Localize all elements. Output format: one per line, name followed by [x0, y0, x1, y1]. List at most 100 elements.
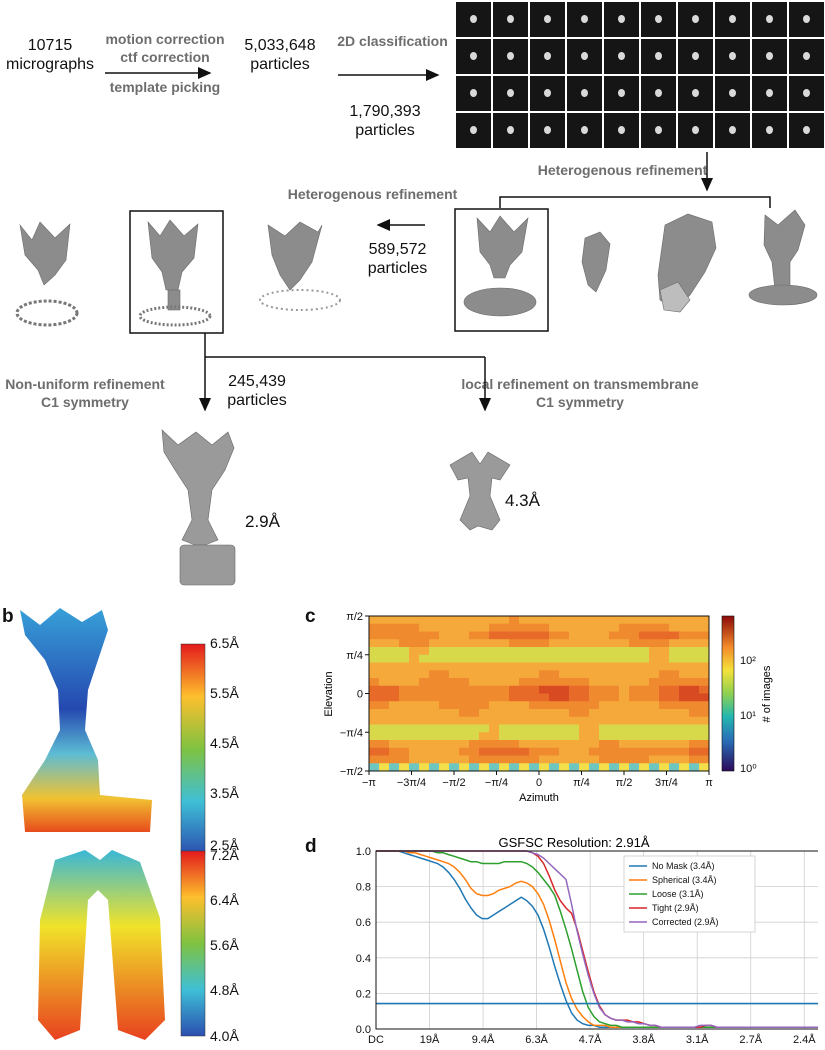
heatmap-cell — [569, 616, 580, 625]
heatmap-cell — [519, 763, 530, 772]
after-hetero-unit: particles — [367, 260, 428, 277]
fsc-yticks: 0.0 0.2 0.4 0.6 0.8 1.0 — [356, 846, 371, 1036]
heatmap-cell — [689, 740, 700, 749]
heatmap-cell — [479, 755, 490, 764]
heatmap-cell — [569, 678, 580, 687]
heatmap-cell — [489, 647, 500, 656]
heatmap-cell — [689, 647, 700, 656]
heatmap-cell — [469, 639, 480, 648]
heatmap-cell — [639, 647, 650, 656]
heatmap-cell — [419, 623, 430, 632]
heatmap-cell — [459, 724, 470, 733]
fsc-ytick-label: 0.6 — [356, 917, 371, 929]
heatmap-cell — [559, 709, 570, 718]
heatmap-xtick-label: 3π/4 — [655, 777, 678, 789]
micrographs-count: 10715 micrographs — [0, 36, 100, 74]
colorbar-tick-1e2: 10² — [740, 655, 756, 667]
heatmap-cell — [579, 670, 590, 679]
heatmap-cell — [589, 647, 600, 656]
heatmap-cell — [639, 747, 650, 756]
heatmap-cell — [419, 724, 430, 733]
heatmap-cell — [419, 631, 430, 640]
heatmap-cell — [509, 662, 520, 671]
heatmap-cell — [519, 623, 530, 632]
heatmap-cell — [479, 724, 490, 733]
heatmap-cell — [649, 662, 660, 671]
local-resolution-maps: 6.5Å 5.5Å 4.5Å 3.5Å 2.5Å 7.2Å 6.4Å 5.6Å … — [20, 608, 239, 1044]
heatmap-cell — [429, 639, 440, 648]
class-average-tile — [530, 113, 565, 148]
fsc-ytick-label: 1.0 — [356, 846, 371, 858]
heatmap-cell — [539, 631, 550, 640]
heatmap-cell — [509, 763, 520, 772]
heatmap-cell — [669, 716, 680, 725]
micrographs-number: 10715 — [27, 37, 73, 54]
heatmap-cell — [609, 709, 620, 718]
class-average-tile — [567, 2, 602, 37]
heatmap-cell — [409, 623, 420, 632]
heatmap-cell — [379, 747, 390, 756]
heatmap-cell — [449, 701, 460, 710]
heatmap-cell — [439, 670, 450, 679]
class-average-tile — [493, 39, 528, 74]
class-average-tile — [641, 76, 676, 111]
heatmap-cell — [539, 724, 550, 733]
heatmap-cell — [369, 763, 380, 772]
heatmap-cell — [619, 647, 630, 656]
heatmap-cell — [689, 724, 700, 733]
heatmap-cell — [689, 623, 700, 632]
class-average-particle — [544, 89, 551, 97]
heatmap-cell — [689, 693, 700, 702]
heatmap-cell — [689, 716, 700, 725]
heatmap-cell — [549, 755, 560, 764]
heatmap-cell — [499, 693, 510, 702]
heatmap-cell — [689, 732, 700, 741]
heatmap-cell — [459, 678, 470, 687]
class-average-tile — [493, 113, 528, 148]
class-average-tile — [456, 2, 491, 37]
fsc-ytick-label: 0.2 — [356, 988, 371, 1000]
heatmap-cell — [609, 716, 620, 725]
heatmap-cell — [409, 678, 420, 687]
fsc-xtick-label: DC — [368, 1034, 384, 1046]
hetero-refinement-label-1: Heterogenous refinement — [537, 162, 708, 178]
heatmap-cell — [529, 639, 540, 648]
heatmap-cell — [369, 623, 380, 632]
heatmap-cell — [679, 724, 690, 733]
heatmap-cell — [609, 732, 620, 741]
heatmap-cell — [689, 616, 700, 625]
heatmap-cell — [649, 763, 660, 772]
heatmap-cell — [699, 732, 710, 741]
heatmap-cell — [539, 685, 550, 694]
heatmap-xtick-label: −π/2 — [442, 777, 465, 789]
heatmap-cell — [689, 747, 700, 756]
heatmap-cell — [599, 662, 610, 671]
class-average-tile — [567, 113, 602, 148]
heatmap-cell — [379, 724, 390, 733]
heatmap-cell — [649, 755, 660, 764]
heatmap-cell — [619, 623, 630, 632]
heatmap-cell — [399, 709, 410, 718]
heatmap-cell — [509, 732, 520, 741]
heatmap-cell — [449, 623, 460, 632]
heatmap-cell — [439, 747, 450, 756]
heatmap-cell — [539, 701, 550, 710]
heatmap-cell — [409, 701, 420, 710]
heatmap-cell — [669, 724, 680, 733]
heatmap-cell — [579, 639, 590, 648]
heatmap-cell — [489, 755, 500, 764]
heatmap-cell — [629, 616, 640, 625]
heatmap-cell — [479, 732, 490, 741]
heatmap-cell — [549, 647, 560, 656]
heatmap-cell — [439, 662, 450, 671]
heatmap-cell — [699, 693, 710, 702]
heatmap-cell — [569, 747, 580, 756]
heatmap-cell — [519, 747, 530, 756]
class-average-tile — [567, 39, 602, 74]
colorbar-top-tick-4: 2.5Å — [210, 837, 239, 853]
heatmap-cell — [519, 678, 530, 687]
heatmap-cell — [489, 662, 500, 671]
heatmap-cells — [369, 616, 710, 772]
heatmap-cell — [619, 740, 630, 749]
heatmap-cell — [609, 747, 620, 756]
